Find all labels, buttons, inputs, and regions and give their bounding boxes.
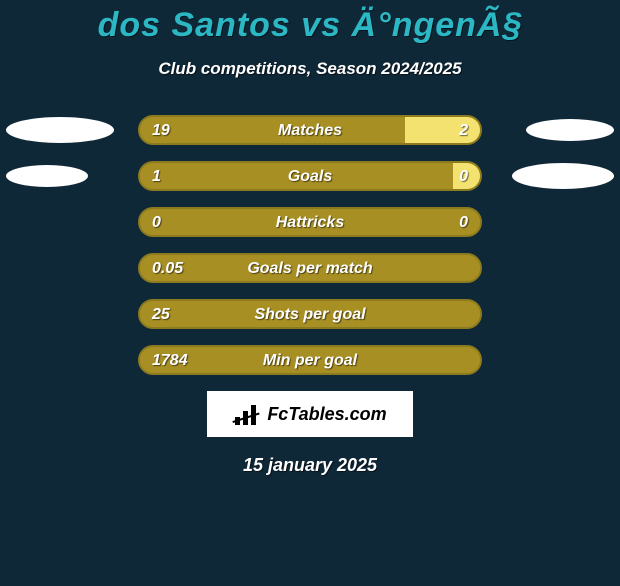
date-label: 15 january 2025 xyxy=(0,455,620,476)
left-value: 1 xyxy=(152,163,161,191)
logo-box: FcTables.com xyxy=(207,391,413,437)
left-value: 0 xyxy=(152,209,161,237)
bar-left-fill xyxy=(140,163,453,189)
right-value: 0 xyxy=(459,163,468,191)
left-value: 1784 xyxy=(152,347,188,375)
bar-left-fill xyxy=(140,117,405,143)
comparison-rows: 192Matches10Goals00Hattricks0.05Goals pe… xyxy=(0,115,620,375)
left-value: 25 xyxy=(152,301,170,329)
subtitle: Club competitions, Season 2024/2025 xyxy=(0,59,620,79)
bar-left-fill xyxy=(140,301,480,327)
bar-track: 192Matches xyxy=(138,115,482,145)
left-ellipse xyxy=(6,165,88,187)
page-title: dos Santos vs Ä°ngenÃ§ xyxy=(0,6,620,45)
bar-right-fill xyxy=(405,117,480,143)
right-value: 0 xyxy=(459,209,468,237)
left-ellipse xyxy=(6,117,114,143)
bar-track: 25Shots per goal xyxy=(138,299,482,329)
right-ellipse xyxy=(512,163,614,189)
bar-track: 0.05Goals per match xyxy=(138,253,482,283)
right-ellipse xyxy=(526,119,614,141)
stat-row: 10Goals xyxy=(0,161,620,191)
stat-row: 1784Min per goal xyxy=(0,345,620,375)
left-value: 0.05 xyxy=(152,255,183,283)
bar-left-fill xyxy=(140,209,480,235)
logo-text: FcTables.com xyxy=(267,404,386,425)
bar-left-fill xyxy=(140,255,480,281)
stat-row: 0.05Goals per match xyxy=(0,253,620,283)
bar-left-fill xyxy=(140,347,480,373)
chart-icon xyxy=(233,403,261,425)
right-value: 2 xyxy=(459,117,468,145)
bar-track: 10Goals xyxy=(138,161,482,191)
bar-track: 00Hattricks xyxy=(138,207,482,237)
left-value: 19 xyxy=(152,117,170,145)
stat-row: 00Hattricks xyxy=(0,207,620,237)
stat-row: 25Shots per goal xyxy=(0,299,620,329)
stat-row: 192Matches xyxy=(0,115,620,145)
bar-track: 1784Min per goal xyxy=(138,345,482,375)
